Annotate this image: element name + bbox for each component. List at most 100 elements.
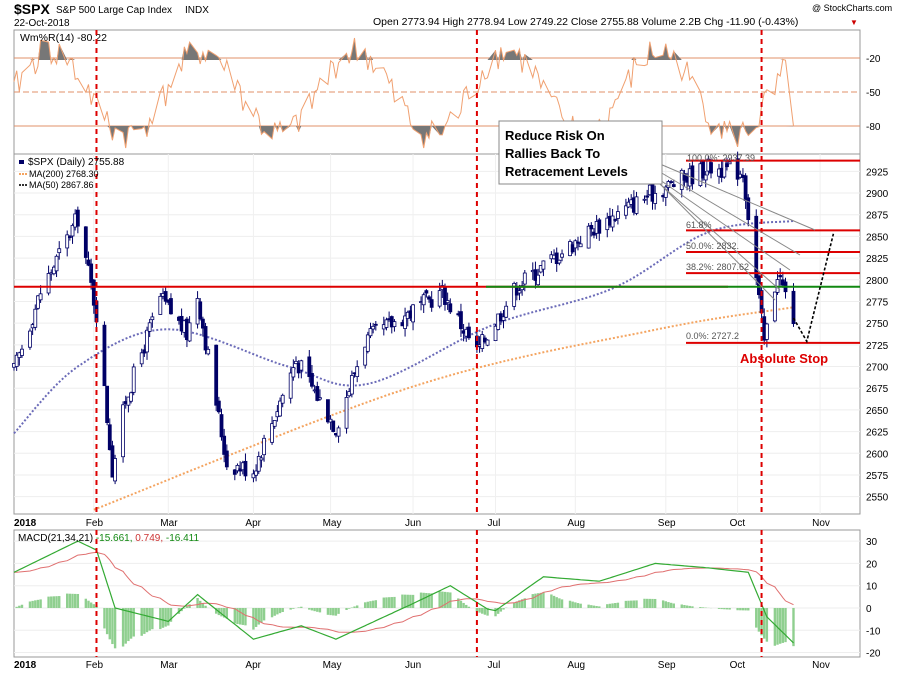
candle-down xyxy=(576,241,580,244)
candle-down xyxy=(243,460,248,477)
macd-histogram-bar xyxy=(725,607,729,610)
macd-histogram-bar xyxy=(568,600,572,608)
candle-up xyxy=(485,339,490,346)
candle-down xyxy=(203,326,208,351)
macd-histogram-bar xyxy=(486,607,489,616)
macd-histogram-bar xyxy=(616,602,620,608)
macd-histogram-bar xyxy=(667,602,670,608)
candle-up xyxy=(38,293,43,301)
legend-price-swatch xyxy=(19,160,24,164)
price-tick-label: 2900 xyxy=(866,189,889,200)
macd-histogram-bar xyxy=(422,592,425,608)
candle-down xyxy=(198,301,203,320)
candle-up xyxy=(262,437,266,456)
month-label: Jul xyxy=(488,660,501,671)
projection-line xyxy=(792,233,835,344)
candle-down xyxy=(671,184,676,187)
macd-histogram-bar xyxy=(55,596,58,608)
candle-down xyxy=(315,386,320,401)
chg-down-icon: ▼ xyxy=(850,18,858,27)
macd-histogram-bar xyxy=(595,606,598,608)
candle-up xyxy=(294,360,298,365)
candle-up xyxy=(150,316,155,321)
candle-up xyxy=(623,205,628,216)
macd-histogram-bar xyxy=(129,607,133,639)
candle-up xyxy=(28,330,32,348)
candle-down xyxy=(613,219,618,221)
candle-down xyxy=(224,450,229,468)
candle-down xyxy=(669,181,674,183)
macd-histogram-bar xyxy=(103,607,106,629)
macd-histogram-bar xyxy=(204,605,207,608)
candle-down xyxy=(331,420,336,432)
macd-histogram-bar xyxy=(164,607,167,627)
price-tick-label: 2825 xyxy=(866,254,889,265)
candle-down xyxy=(75,209,80,227)
macd-histogram-bar xyxy=(465,604,468,608)
macd-histogram-bar xyxy=(318,607,322,613)
candle-down xyxy=(448,303,453,313)
candle-up xyxy=(36,295,40,309)
macd-histogram-bar xyxy=(736,607,739,611)
price-panel: 2550 2575 2600 2625 2650 2675 2700 2725 2750 2775… xyxy=(12,30,889,515)
macd-histogram-bar xyxy=(196,598,199,608)
macd-histogram-bar xyxy=(739,607,742,611)
macd-histogram-bar xyxy=(241,607,244,625)
legend-price: $SPX (Daily) 2755.88 xyxy=(28,157,125,168)
candle-up xyxy=(129,392,133,402)
macd-label-params: MACD(21,34,21) xyxy=(18,533,93,544)
macd-histogram-bar xyxy=(151,607,154,630)
candle-down xyxy=(645,195,650,198)
macd-histogram-bar xyxy=(385,597,388,608)
macd-histogram-bar xyxy=(393,596,396,608)
macd-histogram-bar xyxy=(387,597,391,608)
macd-histogram-bar xyxy=(515,601,519,608)
callout-pointer-line xyxy=(659,171,801,256)
ohlc-readout: Open 2773.94 High 2778.94 Low 2749.22 Cl… xyxy=(373,16,798,28)
candle-up xyxy=(235,464,240,472)
macd-histogram-bar xyxy=(161,607,165,628)
fib-label-0: 0.0%: 2727.2 xyxy=(686,331,739,341)
macd-histogram-bar xyxy=(427,593,431,608)
macd-histogram-bar xyxy=(699,607,702,608)
macd-histogram-bar xyxy=(728,607,731,610)
candle-down xyxy=(778,275,783,278)
macd-histogram-bar xyxy=(84,598,88,608)
annotation-line-1: Reduce Risk On xyxy=(505,128,605,143)
macd-histogram-bar xyxy=(558,598,561,608)
candle-up xyxy=(764,323,769,340)
candle-up xyxy=(206,348,211,355)
macd-histogram-bar xyxy=(531,594,534,608)
macd-histogram-bar xyxy=(363,602,367,608)
macd-histogram-bar xyxy=(449,592,452,608)
candle-up xyxy=(772,291,777,322)
candle-down xyxy=(107,424,112,451)
candle-up xyxy=(541,260,546,270)
macd-histogram-bar xyxy=(371,600,375,608)
macd-histogram-bar xyxy=(260,607,263,623)
macd-histogram-bar xyxy=(297,607,300,608)
macd-histogram-bar xyxy=(201,603,205,608)
candle-down xyxy=(89,263,94,283)
wr-line xyxy=(13,37,794,149)
macd-histogram-bar xyxy=(281,607,284,612)
candle-up xyxy=(642,198,647,201)
macd-histogram-bar xyxy=(148,607,151,631)
macd-histogram-bar xyxy=(18,605,21,608)
macd-histogram-bar xyxy=(608,603,612,608)
month-label: Mar xyxy=(160,518,178,529)
candle-up xyxy=(20,348,24,356)
price-tick-label: 2850 xyxy=(866,232,889,243)
macd-histogram-bar xyxy=(31,600,34,608)
macd-histogram-bar xyxy=(238,607,242,625)
candle-up xyxy=(54,255,59,272)
macd-histogram-bar xyxy=(270,607,274,618)
macd-histogram-bar xyxy=(329,607,332,616)
month-label: May xyxy=(323,518,342,529)
macd-histogram-bar xyxy=(406,594,409,608)
candle-down xyxy=(709,162,713,174)
price-tick-label: 2575 xyxy=(866,471,889,482)
month-label: Nov xyxy=(812,518,830,529)
candle-up xyxy=(65,234,70,249)
month-label: Jun xyxy=(405,518,421,529)
